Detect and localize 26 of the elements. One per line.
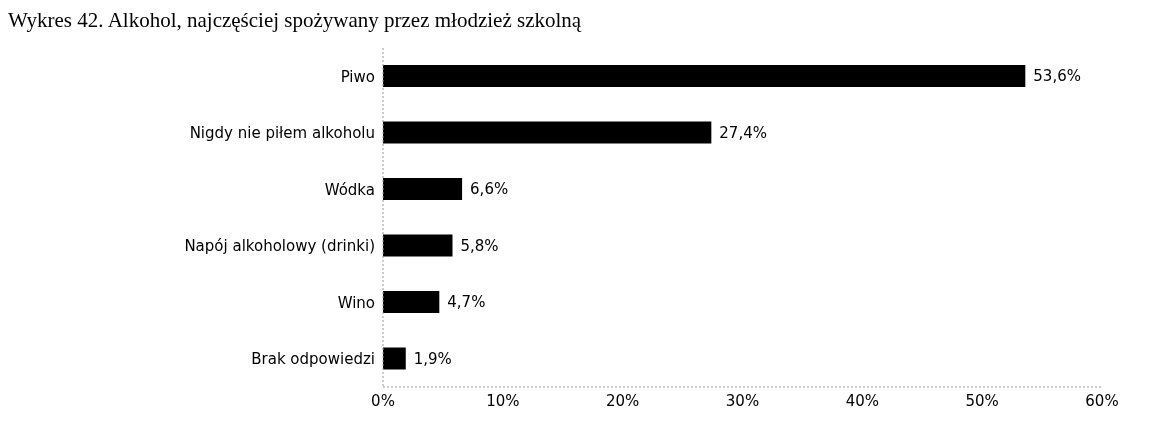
x-tick-label: 20%: [605, 391, 640, 410]
bar: [383, 121, 712, 144]
x-tick-label: 0%: [371, 391, 395, 410]
data-label: 27,4%: [719, 123, 767, 142]
y-tick-label: Nigdy nie piłem alkoholu: [189, 124, 375, 143]
data-label: 53,6%: [1033, 67, 1081, 86]
chart-title: Wykres 42. Alkohol, najczęściej spożywany przez młodzież szkolną: [8, 8, 583, 34]
bar: [383, 65, 1026, 87]
data-label: 5,8%: [460, 236, 499, 255]
data-label: 1,9%: [413, 349, 452, 368]
y-tick-label: Napój alkoholowy (drinki): [184, 237, 375, 256]
x-tick-label: 10%: [486, 391, 520, 410]
data-label: 4,7%: [447, 293, 486, 312]
data-label: 6,6%: [470, 180, 509, 199]
y-tick-label: Brak odpowiedzi: [251, 350, 375, 369]
x-tick-label: 40%: [845, 391, 880, 410]
bar: [383, 347, 406, 370]
bar: [383, 234, 453, 257]
x-tick-label: 50%: [965, 391, 999, 410]
bar: [383, 178, 463, 200]
bar: [383, 291, 440, 313]
y-tick-label: Wino: [337, 293, 375, 312]
x-tick-label: 60%: [1085, 391, 1119, 410]
y-tick-label: Piwo: [340, 67, 375, 86]
y-tick-label: Wódka: [324, 180, 375, 199]
x-tick-label: 30%: [725, 391, 760, 410]
